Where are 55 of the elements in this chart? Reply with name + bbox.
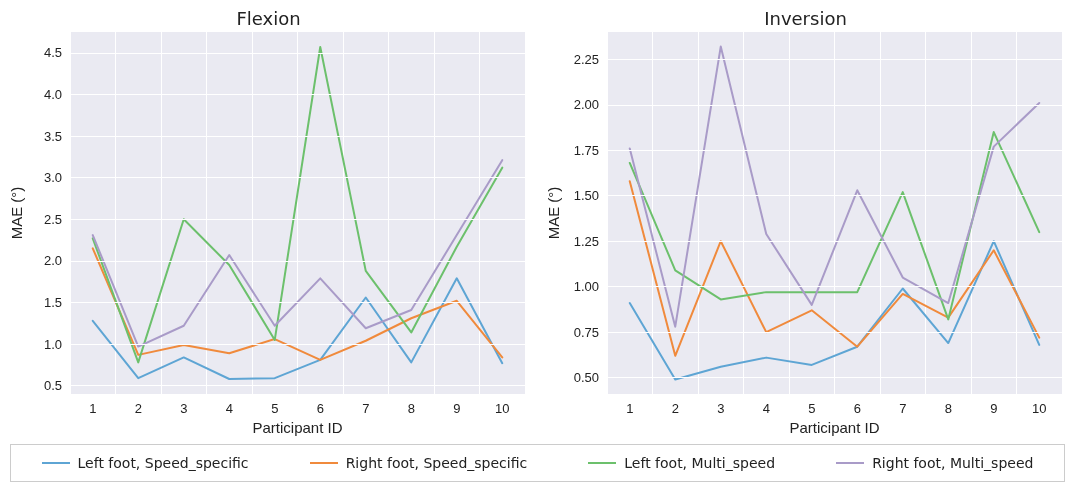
x-tick-label: 2 xyxy=(134,401,142,416)
legend-label: Right foot, Multi_speed xyxy=(872,455,1034,471)
x-tick-label: 5 xyxy=(271,401,279,416)
y-axis-title: MAE (°) xyxy=(545,186,562,240)
x-tick-label: 10 xyxy=(1032,401,1047,416)
x-tick-label: 9 xyxy=(453,401,461,416)
x-tick-label: 7 xyxy=(899,401,907,416)
x-tick-label: 3 xyxy=(717,401,725,416)
y-axis-title: MAE (°) xyxy=(8,186,25,240)
y-tick-label: 2.5 xyxy=(43,211,62,227)
legend-label: Right foot, Speed_specific xyxy=(345,455,528,471)
y-tick-label: 3.0 xyxy=(43,170,62,186)
chart-title: Flexion xyxy=(236,7,301,29)
x-axis-title: Participant ID xyxy=(252,419,343,436)
y-tick-label: 0.50 xyxy=(573,370,599,386)
y-tick-label: 1.75 xyxy=(573,142,599,158)
line-series xyxy=(628,45,1041,328)
legend-label: Left foot, Multi_speed xyxy=(624,455,776,471)
y-tick-label: 2.0 xyxy=(43,253,62,269)
y-tick-label: 2.25 xyxy=(573,51,599,67)
y-tick-label: 4.5 xyxy=(43,45,62,61)
line-series xyxy=(91,277,504,381)
x-tick-label: 5 xyxy=(808,401,816,416)
line-series xyxy=(91,159,504,348)
x-tick-label: 6 xyxy=(316,401,324,416)
y-tick-label: 1.5 xyxy=(43,294,62,310)
x-tick-label: 3 xyxy=(180,401,188,416)
y-tick-label: 0.75 xyxy=(573,324,599,340)
x-tick-label: 4 xyxy=(762,401,770,416)
line-series xyxy=(628,180,1041,357)
y-tick-label: 1.25 xyxy=(573,233,599,249)
x-tick-label: 10 xyxy=(495,401,510,416)
legend-label: Left foot, Speed_specific xyxy=(77,455,249,471)
y-tick-label: 1.0 xyxy=(43,336,62,352)
y-tick-label: 3.5 xyxy=(43,128,62,144)
y-tick-label: 4.0 xyxy=(43,86,62,102)
chart-title: Inversion xyxy=(764,7,847,29)
x-tick-label: 2 xyxy=(671,401,679,416)
x-tick-label: 1 xyxy=(89,401,97,416)
line-series xyxy=(628,240,1041,381)
x-tick-label: 8 xyxy=(944,401,952,416)
y-tick-label: 1.00 xyxy=(573,279,599,295)
line-series xyxy=(91,45,504,364)
line-series xyxy=(628,131,1041,321)
x-tick-label: 7 xyxy=(362,401,370,416)
x-tick-label: 1 xyxy=(626,401,634,416)
line-series xyxy=(91,247,504,361)
x-tick-label: 9 xyxy=(990,401,998,416)
x-axis-title: Participant ID xyxy=(789,419,880,436)
y-tick-label: 0.5 xyxy=(43,378,62,394)
x-tick-label: 4 xyxy=(225,401,233,416)
y-tick-label: 1.50 xyxy=(573,188,599,204)
x-tick-label: 8 xyxy=(407,401,415,416)
x-tick-label: 6 xyxy=(853,401,861,416)
y-tick-label: 2.00 xyxy=(573,97,599,113)
